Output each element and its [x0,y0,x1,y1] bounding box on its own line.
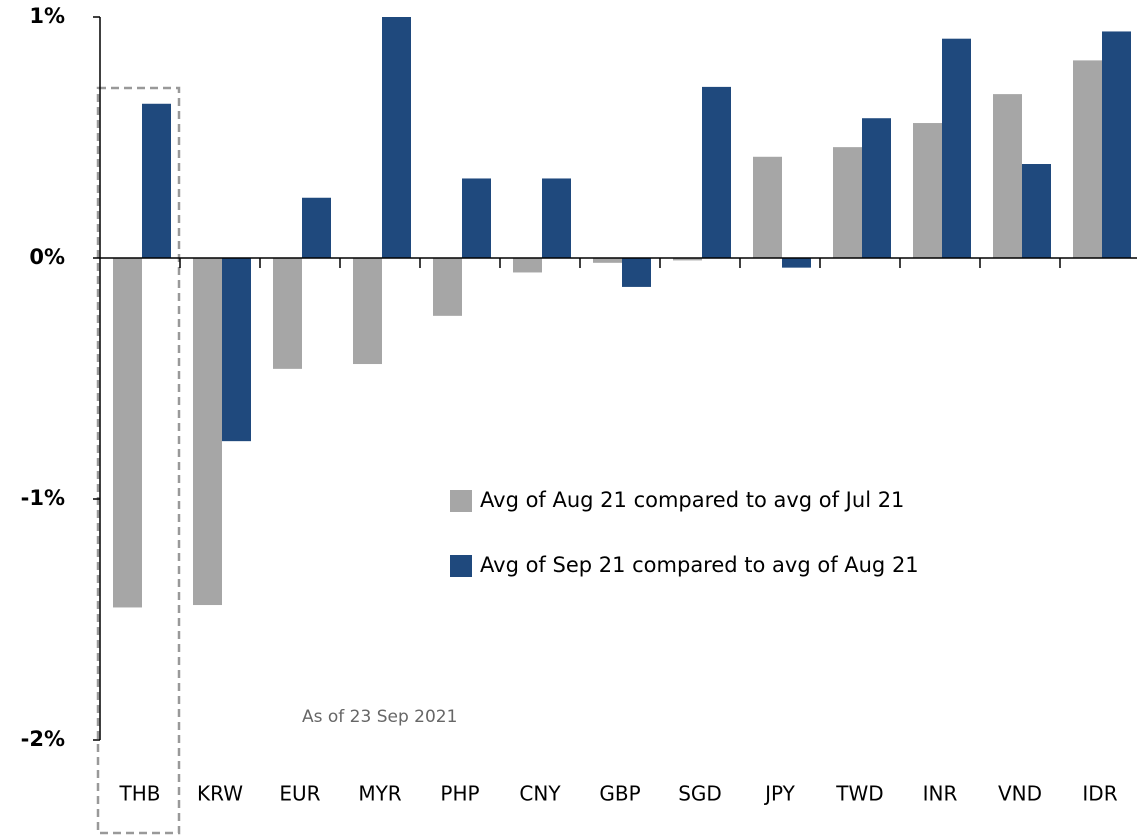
y-tick-label: 0% [29,245,65,269]
bar [302,197,331,258]
y-tick-label: -2% [21,727,65,751]
bar [673,258,702,261]
bar [993,94,1022,259]
bar [1022,164,1051,258]
bar [1073,60,1102,258]
x-tick-label: THB [119,782,161,806]
bar [513,258,542,273]
bar [1102,31,1131,259]
x-tick-label: SGD [678,782,722,806]
bar [142,103,171,258]
bar [222,258,251,442]
bar [942,38,971,258]
bar [433,258,462,316]
bar [622,258,651,287]
legend-label: Avg of Sep 21 compared to avg of Aug 21 [480,553,919,577]
x-tick-label: GBP [599,782,640,806]
bar [782,258,811,268]
x-tick-label: IDR [1082,782,1117,806]
bar [542,178,571,258]
bar [862,118,891,258]
bar [753,156,782,258]
y-tick-label: 1% [29,4,65,28]
x-tick-label: PHP [440,782,479,806]
x-tick-label: VND [998,782,1042,806]
bar [382,17,411,258]
legend-label: Avg of Aug 21 compared to avg of Jul 21 [480,488,904,512]
bar [593,258,622,263]
x-tick-label: INR [923,782,958,806]
annotation: As of 23 Sep 2021 [302,707,457,727]
x-tick-label: KRW [197,782,243,806]
bar [462,178,491,258]
legend-swatch [450,490,472,512]
x-tick-label: EUR [279,782,320,806]
bar [913,123,942,258]
x-tick-label: CNY [519,782,561,806]
x-tick-label: MYR [358,782,401,806]
bar [702,86,731,258]
bar [833,147,862,258]
bar [113,258,142,608]
y-tick-label: -1% [21,486,65,510]
bar [193,258,222,606]
highlight-box [96,86,181,835]
bar [353,258,382,365]
bar [273,258,302,369]
legend-swatch [450,555,472,577]
x-tick-label: JPY [763,782,796,806]
x-tick-label: TWD [835,782,883,806]
